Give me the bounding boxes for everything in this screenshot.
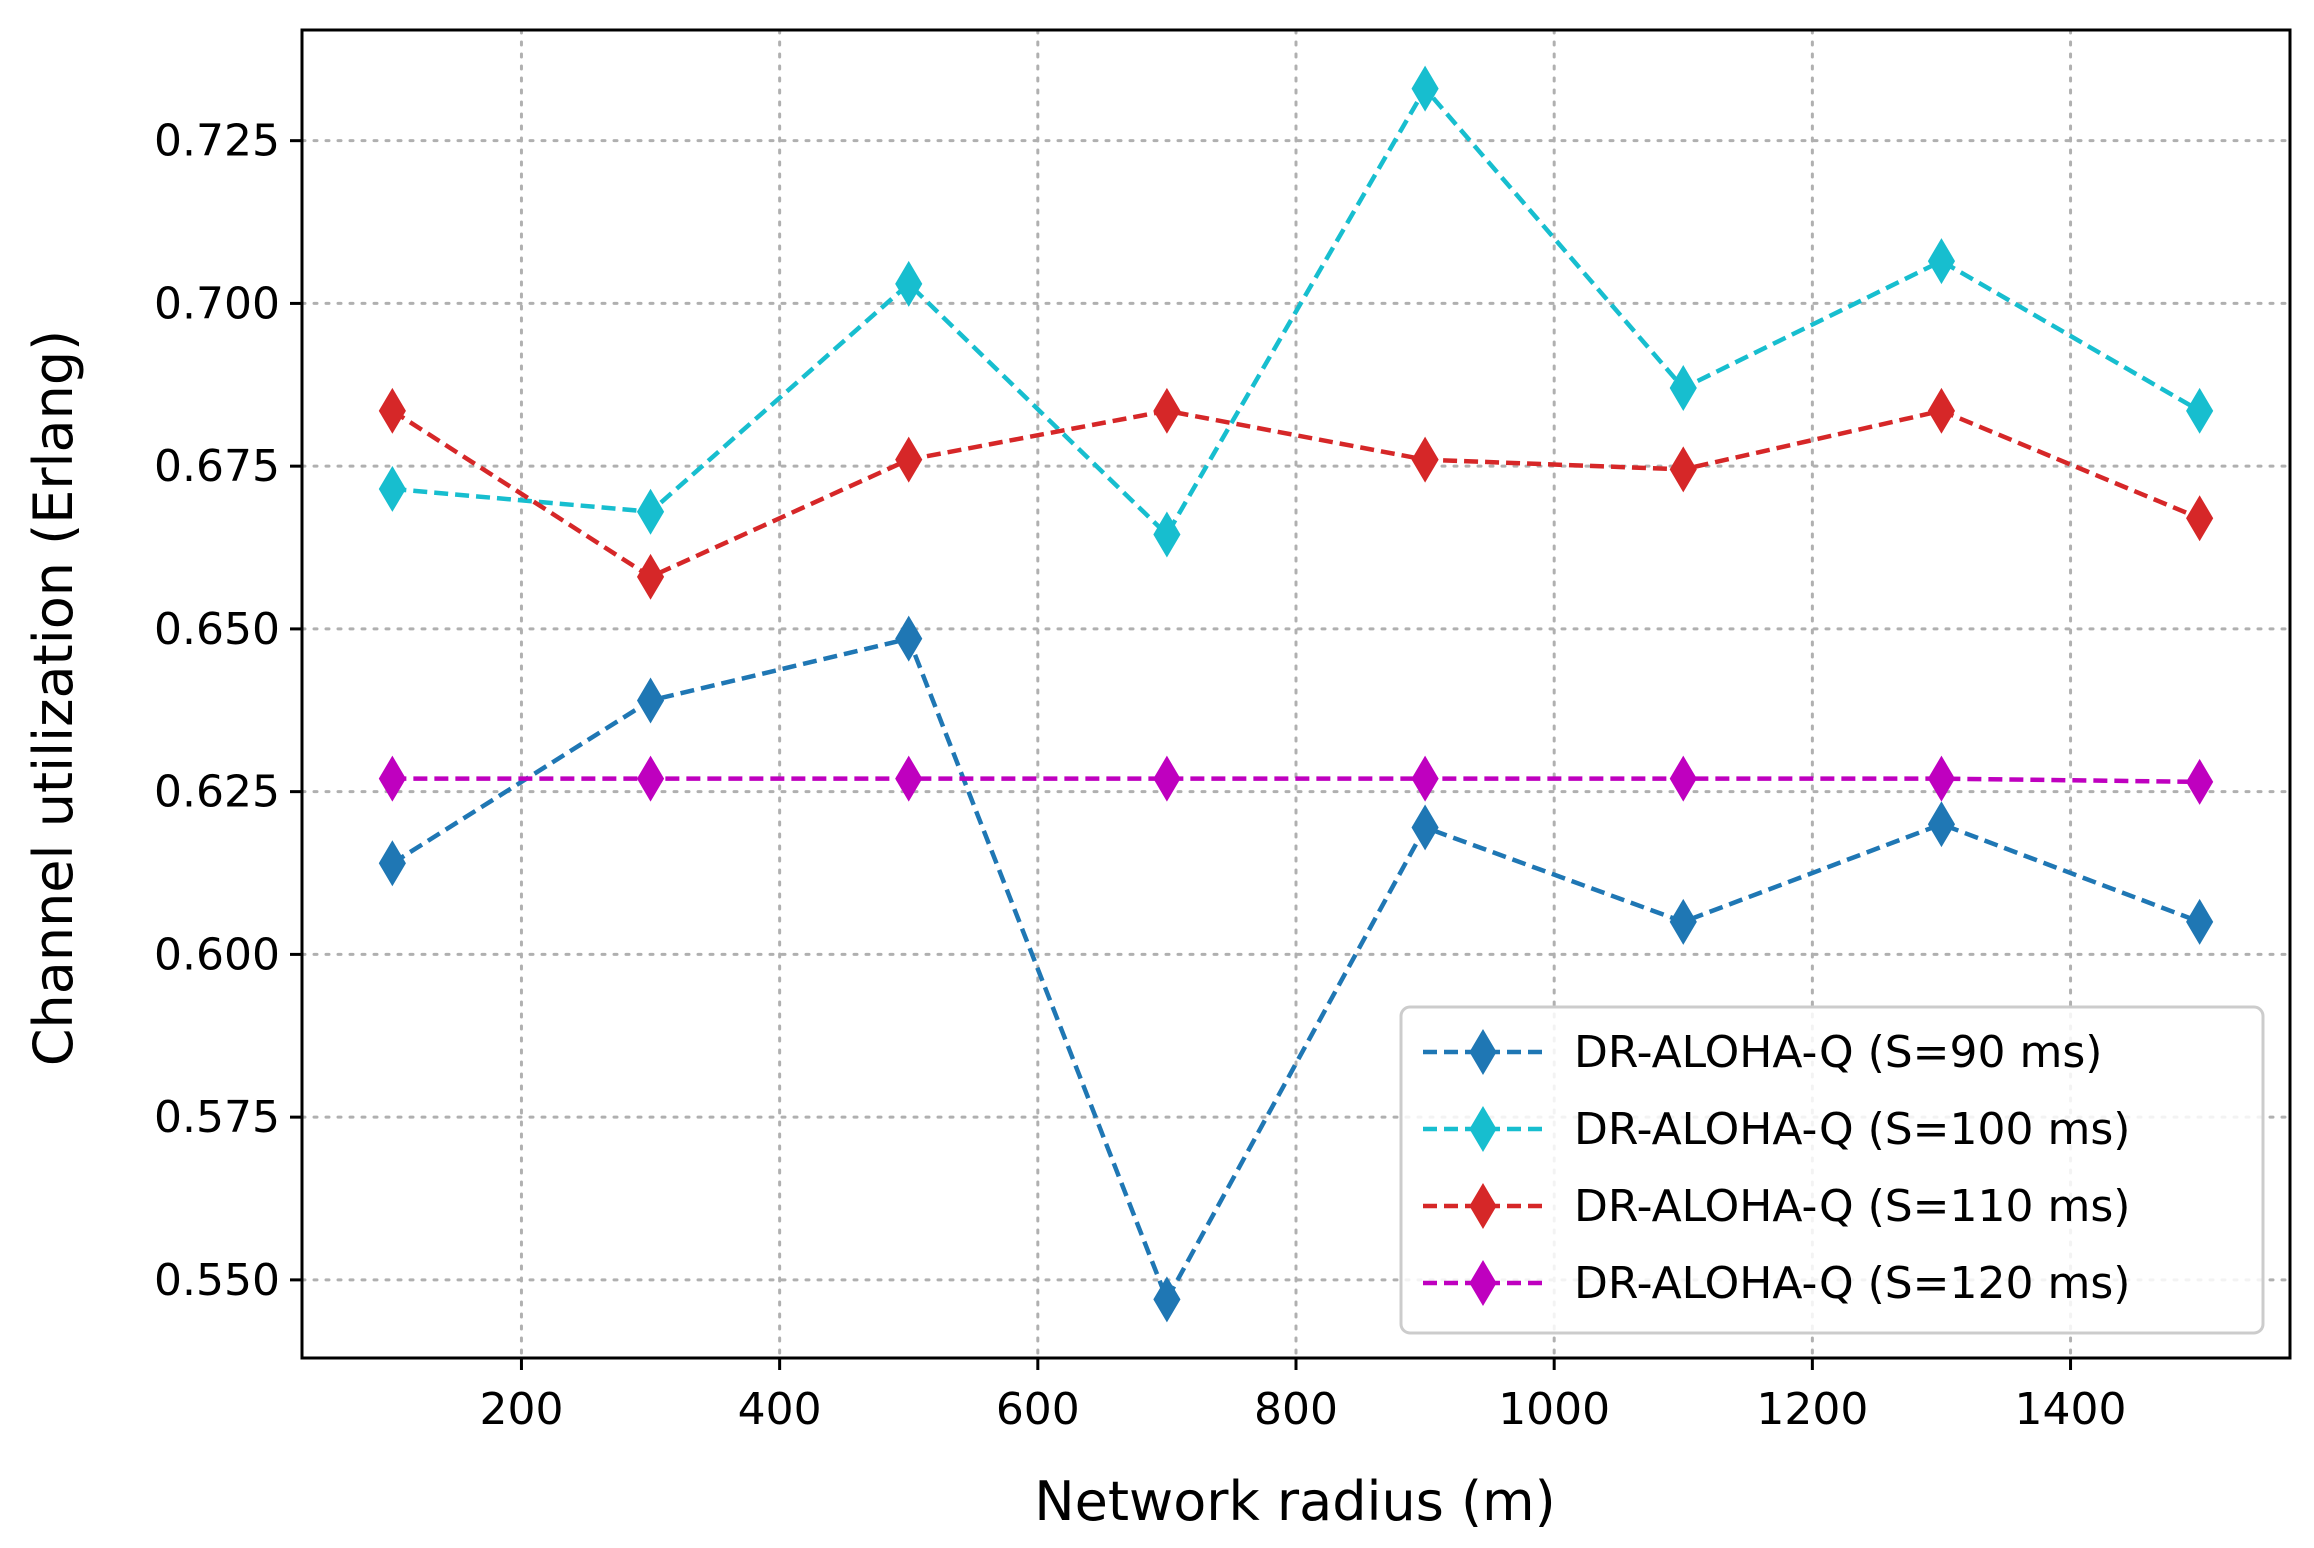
y-tick-label: 0.600 xyxy=(154,929,280,980)
series-layer xyxy=(378,65,2214,1323)
data-point-marker xyxy=(895,755,923,802)
series-line xyxy=(391,636,2201,1302)
y-tick-label: 0.700 xyxy=(154,278,280,329)
legend-item: DR-ALOHA-Q (S=110 ms) xyxy=(1423,1181,2130,1232)
data-point-marker xyxy=(895,436,923,483)
y-tick-label: 0.650 xyxy=(154,604,280,655)
legend-item: DR-ALOHA-Q (S=120 ms) xyxy=(1423,1258,2130,1309)
data-point-marker xyxy=(378,755,406,802)
series-line xyxy=(392,776,2200,785)
x-tick-label: 600 xyxy=(996,1384,1080,1435)
x-tick-label: 1200 xyxy=(1756,1384,1868,1435)
data-point-marker xyxy=(636,553,665,600)
x-tick-label: 400 xyxy=(738,1384,822,1435)
legend-marker xyxy=(1469,1183,1497,1229)
data-point-marker xyxy=(1411,804,1439,851)
y-tick-label: 0.575 xyxy=(154,1092,280,1143)
data-point-marker xyxy=(1669,898,1697,945)
y-tick-label: 0.725 xyxy=(154,116,280,167)
data-point-marker xyxy=(1927,387,1956,434)
data-point-marker xyxy=(636,755,665,802)
x-tick-label: 1400 xyxy=(2015,1384,2127,1435)
data-point-marker xyxy=(1153,755,1181,802)
legend-label: DR-ALOHA-Q (S=110 ms) xyxy=(1574,1181,2130,1232)
data-point-marker xyxy=(1411,755,1439,802)
y-tick-label: 0.675 xyxy=(154,441,280,492)
data-point-marker xyxy=(2186,758,2214,805)
data-point-marker xyxy=(2186,898,2214,945)
data-point-marker xyxy=(1669,365,1697,412)
data-point-marker xyxy=(1153,511,1181,558)
data-point-marker xyxy=(378,840,406,887)
data-point-marker xyxy=(1669,446,1697,493)
legend: DR-ALOHA-Q (S=90 ms) DR-ALOHA-Q (S=100 ms… xyxy=(1399,1005,2265,1335)
series-1 xyxy=(378,615,2214,1323)
x-tick-label: 200 xyxy=(479,1384,563,1435)
data-point-marker xyxy=(378,465,406,512)
data-point-marker xyxy=(1669,755,1697,802)
series-line xyxy=(392,86,2201,537)
data-point-marker xyxy=(2186,495,2214,542)
legend-label: DR-ALOHA-Q (S=90 ms) xyxy=(1574,1027,2102,1078)
data-point-marker xyxy=(1153,1276,1181,1323)
legend-label: DR-ALOHA-Q (S=120 ms) xyxy=(1574,1258,2130,1309)
x-tick-label: 800 xyxy=(1254,1384,1338,1435)
data-point-marker xyxy=(895,615,923,662)
data-point-marker xyxy=(636,488,665,535)
data-point-marker xyxy=(1927,755,1956,802)
legend-item: DR-ALOHA-Q (S=100 ms) xyxy=(1423,1104,2130,1155)
series-4 xyxy=(378,755,2214,805)
data-point-marker xyxy=(1153,387,1181,434)
data-point-marker xyxy=(1927,238,1956,285)
series-2 xyxy=(378,65,2214,558)
x-tick-label: 1000 xyxy=(1498,1384,1610,1435)
data-point-marker xyxy=(378,387,406,434)
x-axis-label: Network radius (m) xyxy=(1034,1470,1555,1533)
data-point-marker xyxy=(895,260,923,307)
y-axis-label: Channel utilization (Erlang) xyxy=(22,330,85,1066)
series-3 xyxy=(378,387,2214,600)
data-point-marker xyxy=(1411,65,1439,112)
y-tick-label: 0.625 xyxy=(154,767,280,818)
axis-ticks: 200 400 600 800 1000 1200 1400 0.550 0.575 0.600 0… xyxy=(154,116,2127,1435)
legend-label: DR-ALOHA-Q (S=100 ms) xyxy=(1574,1104,2130,1155)
legend-marker xyxy=(1469,1260,1497,1306)
data-point-marker xyxy=(1411,436,1439,483)
data-point-marker xyxy=(1927,801,1956,848)
y-tick-label: 0.550 xyxy=(154,1255,280,1306)
legend-marker xyxy=(1469,1029,1497,1075)
data-point-marker xyxy=(2186,387,2214,434)
legend-item: DR-ALOHA-Q (S=90 ms) xyxy=(1423,1027,2102,1078)
legend-box xyxy=(1399,1005,2265,1335)
legend-marker xyxy=(1469,1106,1497,1152)
data-point-marker xyxy=(636,677,665,724)
